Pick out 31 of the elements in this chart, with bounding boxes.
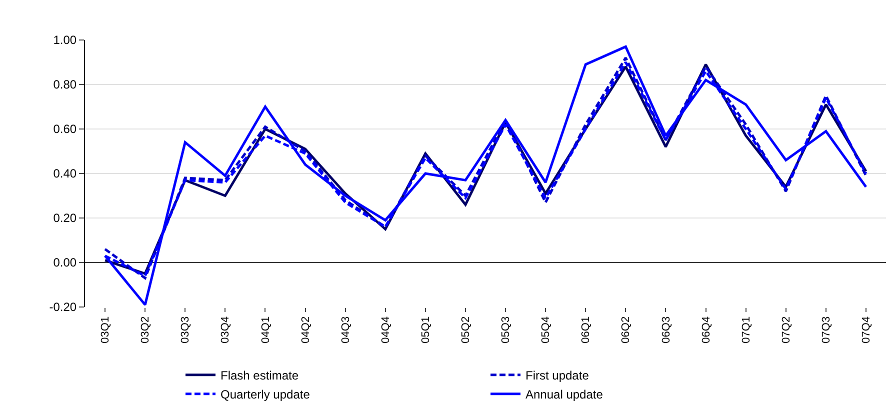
legend-label: First update — [526, 368, 590, 383]
x-tick-label: 07Q4 — [860, 316, 873, 344]
x-tick-label: 07Q3 — [820, 316, 833, 344]
y-tick-label: 0.20 — [53, 211, 77, 226]
x-tick-label: 04Q3 — [340, 316, 352, 344]
x-tick-label: 03Q1 — [100, 316, 112, 344]
x-tick-label: 07Q2 — [780, 316, 792, 344]
x-tick-label: 04Q4 — [380, 316, 392, 344]
x-tick-label: 05Q1 — [420, 316, 432, 344]
x-tick-label: 06Q2 — [620, 316, 632, 344]
x-tick-label: 06Q1 — [580, 316, 592, 344]
legend-label: Annual update — [526, 388, 604, 402]
y-tick-label: 0.40 — [53, 166, 77, 181]
x-tick-label: 03Q4 — [220, 316, 232, 344]
legend-label: Quarterly update — [220, 388, 310, 402]
x-tick-label: 06Q3 — [660, 316, 672, 344]
x-tick-label: 05Q4 — [540, 316, 552, 344]
x-tick-label: 03Q2 — [140, 316, 152, 344]
x-tick-label: 07Q1 — [740, 316, 752, 344]
x-tick-label: 06Q4 — [700, 316, 712, 344]
x-tick-label: 04Q1 — [260, 316, 272, 344]
x-tick-label: 05Q3 — [500, 316, 512, 344]
y-tick-label: 1.00 — [53, 33, 77, 48]
y-tick-label: -0.20 — [49, 300, 77, 314]
x-tick-label: 04Q2 — [300, 316, 312, 344]
y-tick-label: 0.60 — [53, 122, 77, 136]
y-tick-label: 0.80 — [53, 78, 77, 92]
legend-label: Flash estimate — [220, 368, 299, 383]
y-tick-label: 0.00 — [53, 256, 77, 270]
x-tick-label: 05Q2 — [460, 316, 472, 344]
x-tick-label: 03Q3 — [180, 316, 192, 344]
